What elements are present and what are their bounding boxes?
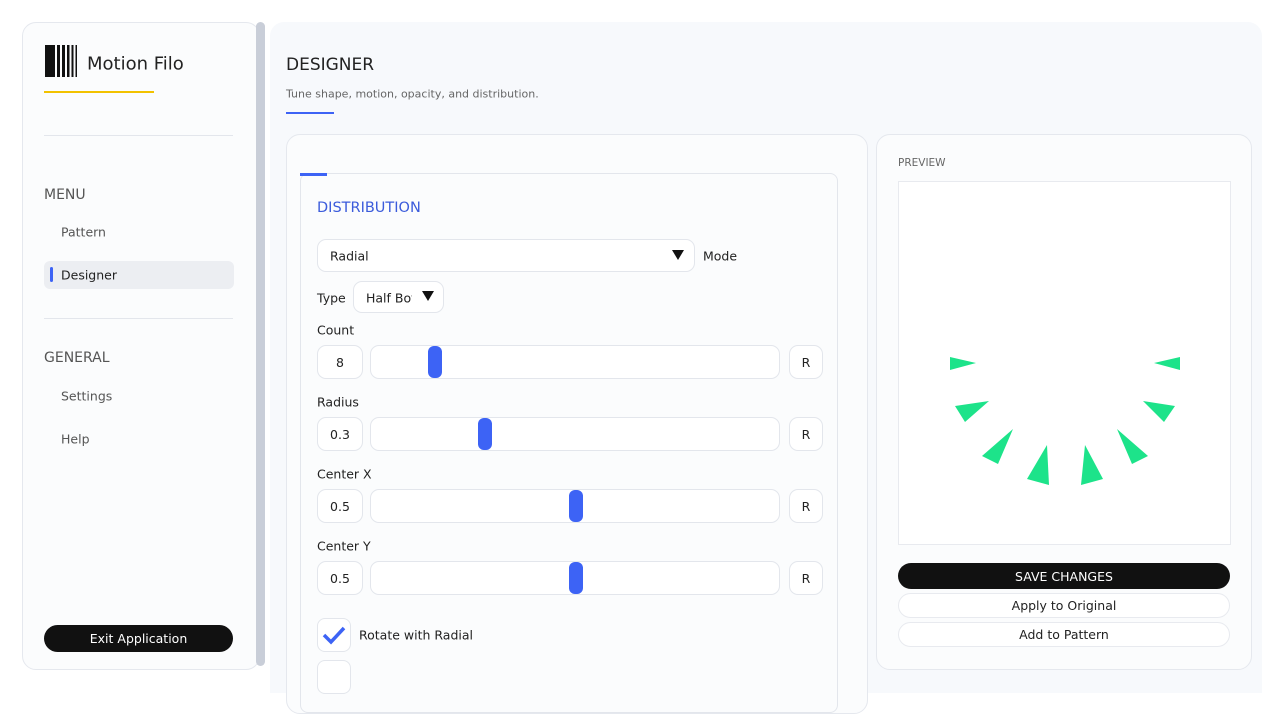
page: Motion Filo MENU Pattern Designer GENERA…	[22, 22, 1252, 714]
menu-item[interactable]: Settings	[61, 388, 113, 404]
scrollbar[interactable]	[256, 22, 265, 666]
divider	[44, 135, 233, 136]
section-title: DISTRIBUTION	[317, 200, 421, 216]
reset-button[interactable]: R	[789, 417, 823, 451]
page-title: DESIGNER	[286, 55, 375, 75]
slider-thumb[interactable]	[428, 346, 442, 378]
reset-button[interactable]: R	[789, 561, 823, 595]
reset-button[interactable]: R	[789, 345, 823, 379]
add-button[interactable]: Add to Pattern	[898, 622, 1230, 647]
exit-button[interactable]: Exit Application	[44, 625, 233, 652]
type-select[interactable]	[353, 281, 444, 313]
shape	[1143, 401, 1175, 422]
reset-button[interactable]: R	[789, 489, 823, 523]
mode-select[interactable]	[317, 239, 695, 272]
menu-item[interactable]: Pattern	[61, 224, 106, 240]
menu-item[interactable]: Help	[61, 431, 90, 447]
apply-button[interactable]: Apply to Original	[898, 593, 1230, 618]
active-indicator	[50, 267, 53, 282]
checkbox-label: Rotate with Radial	[359, 627, 474, 643]
checkmark	[322, 626, 346, 645]
logo	[45, 45, 77, 77]
section-heading: GENERAL	[44, 350, 110, 366]
shape	[982, 429, 1013, 464]
field-label: Radius	[317, 394, 359, 410]
shape	[1154, 357, 1180, 370]
save-button[interactable]: SAVE CHANGES	[898, 563, 1230, 589]
dropdown-arrow	[672, 250, 684, 260]
value-input[interactable]: 0.5	[317, 561, 363, 595]
card-tab	[300, 173, 327, 176]
field-label: Count	[317, 322, 355, 338]
divider	[44, 318, 233, 319]
dropdown-arrow	[422, 291, 434, 301]
field-label: Mode	[703, 248, 738, 264]
field-label: Type	[317, 290, 346, 306]
brand: Motion Filo	[87, 53, 184, 75]
field-label: Center X	[317, 466, 372, 482]
slider-thumb[interactable]	[569, 562, 583, 594]
preview-title: PREVIEW	[898, 157, 946, 169]
slider-thumb[interactable]	[569, 490, 583, 522]
shape	[1117, 429, 1148, 464]
shape	[1081, 445, 1103, 485]
shape	[1027, 445, 1049, 485]
brand-underline	[44, 91, 154, 93]
page-subtitle: Tune shape, motion, opacity, and distrib…	[286, 87, 539, 101]
menu-item[interactable]: Designer	[61, 267, 117, 283]
value-input[interactable]: 0.5	[317, 489, 363, 523]
value-input[interactable]: 8	[317, 345, 363, 379]
shape	[955, 401, 989, 422]
field-label: Center Y	[317, 538, 371, 554]
select-value: Half Bot	[366, 290, 412, 306]
value-input[interactable]: 0.3	[317, 417, 363, 451]
sidebar	[22, 22, 260, 670]
section-heading: MENU	[44, 187, 86, 203]
checkbox[interactable]	[317, 618, 351, 652]
checkbox[interactable]	[317, 660, 351, 694]
preview-canvas	[898, 181, 1231, 545]
select-value: Radial	[330, 248, 369, 264]
active-item-bg[interactable]	[44, 261, 234, 289]
slider-thumb[interactable]	[478, 418, 492, 450]
slider-track[interactable]	[370, 417, 780, 451]
title-underline	[286, 112, 334, 114]
shape	[950, 357, 976, 370]
